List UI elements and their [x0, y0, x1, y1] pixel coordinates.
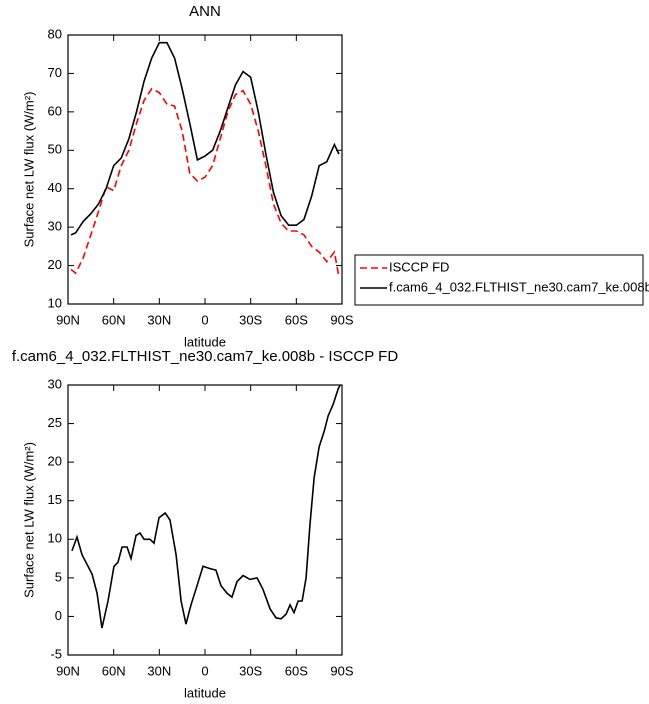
x-tick-label: 60N: [102, 663, 126, 678]
x-tick-label: 0: [201, 312, 208, 327]
y-tick-label: 25: [48, 415, 62, 430]
plot-frame: [67, 384, 343, 656]
y-tick-label: 30: [48, 376, 62, 391]
x-tick-label: 90S: [330, 663, 353, 678]
y-tick-label: 0: [55, 608, 62, 623]
chart-title: ANN: [189, 3, 221, 20]
x-tick-label: 90S: [330, 312, 353, 327]
x-axis-label: latitude: [184, 334, 226, 349]
y-tick-label: 10: [48, 295, 62, 310]
plot-frame: [67, 34, 343, 305]
x-tick-label: 30S: [239, 312, 262, 327]
x-tick-label: 60N: [102, 312, 126, 327]
x-tick-label: 60S: [285, 312, 308, 327]
y-tick-label: 70: [48, 65, 62, 80]
y-tick-label: 15: [48, 492, 62, 507]
y-tick-label: 80: [48, 26, 62, 41]
y-tick-label: -5: [50, 646, 62, 661]
x-axis-label: latitude: [184, 685, 226, 700]
x-tick-label: 30N: [147, 663, 171, 678]
y-tick-label: 30: [48, 219, 62, 234]
y-tick-label: 5: [55, 569, 62, 584]
y-tick-label: 20: [48, 454, 62, 469]
data-line: [70, 87, 340, 278]
legend-label: f.cam6_4_032.FLTHIST_ne30.cam7_ke.008b: [389, 279, 649, 294]
data-line: [71, 384, 341, 629]
x-tick-label: 90N: [56, 663, 80, 678]
legend-box: [354, 254, 644, 306]
x-tick-label: 90N: [56, 312, 80, 327]
data-line: [70, 41, 340, 236]
x-tick-label: 60S: [285, 663, 308, 678]
y-tick-label: 50: [48, 142, 62, 157]
y-tick-label: 60: [48, 103, 62, 118]
x-tick-label: 0: [201, 663, 208, 678]
y-axis-label: Surface net LW flux (W/m²): [21, 92, 36, 248]
x-tick-label: 30N: [147, 312, 171, 327]
legend-label: ISCCP FD: [389, 259, 449, 274]
y-tick-label: 40: [48, 180, 62, 195]
x-tick-label: 30S: [239, 663, 262, 678]
y-tick-label: 10: [48, 531, 62, 546]
chart-title: f.cam6_4_032.FLTHIST_ne30.cam7_ke.008b -…: [12, 348, 398, 365]
y-axis-label: Surface net LW flux (W/m²): [21, 442, 36, 598]
y-tick-label: 20: [48, 257, 62, 272]
